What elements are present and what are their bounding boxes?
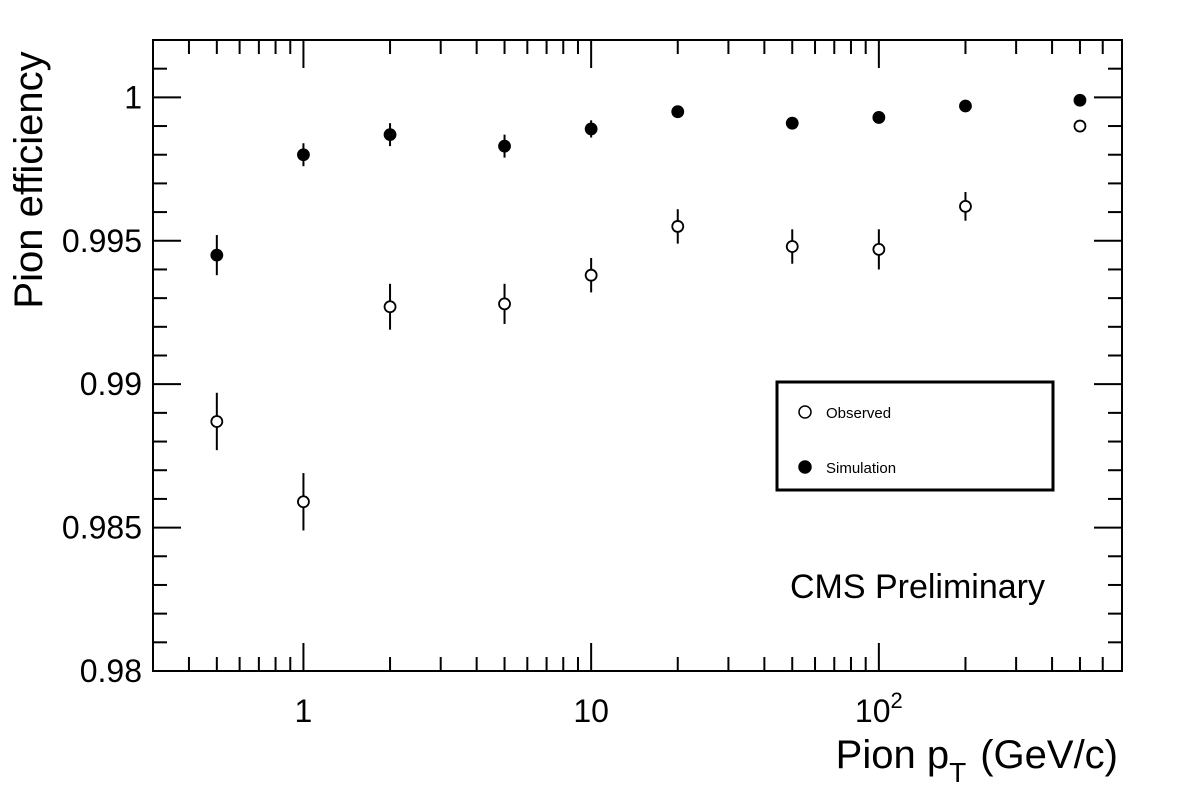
- observed-point: [872, 242, 886, 256]
- legend-box: [775, 380, 1055, 492]
- x-tick-label-base: 1: [295, 693, 313, 729]
- x-tick-label-exponent: 2: [891, 688, 903, 713]
- observed-point: [210, 415, 224, 428]
- observed-point: [498, 297, 511, 311]
- y-tick-label: 0.98: [80, 653, 142, 689]
- cms-preliminary-label: CMS Preliminary: [790, 568, 1045, 606]
- legend-label-observed: Observed: [826, 405, 891, 422]
- observed-point: [584, 268, 598, 282]
- legend-label-simulation: Simulation: [826, 460, 896, 477]
- simulation-point: [584, 122, 598, 136]
- x-axis-title-units: (GeV/c): [980, 733, 1118, 777]
- x-tick-label-base: 10: [855, 693, 891, 729]
- simulation-point: [210, 248, 224, 262]
- simulation-point: [959, 99, 972, 113]
- y-tick-label: 1: [124, 79, 142, 115]
- observed-point: [297, 495, 310, 509]
- axis-ticks-layer: [152, 39, 1123, 672]
- x-tick-label: 102: [855, 688, 903, 729]
- legend-marker-observed: [798, 405, 812, 419]
- y-axis-title: Pion efficiency: [7, 51, 51, 308]
- x-tick-label-base: 10: [573, 693, 609, 729]
- x-axis-title-main: Pion p: [836, 733, 949, 777]
- y-tick-label: 0.985: [62, 510, 142, 546]
- observed-point: [959, 199, 972, 213]
- y-tick-label: 0.99: [80, 366, 142, 402]
- x-tick-label: 10: [573, 693, 609, 729]
- observed-point: [671, 220, 685, 233]
- x-axis-title: Pion pT (GeV/c): [836, 733, 1118, 788]
- simulation-point: [498, 139, 511, 153]
- x-tick-label: 1: [295, 693, 313, 729]
- legend-marker-simulation: [798, 460, 812, 474]
- data-points-layer: [210, 93, 1087, 531]
- simulation-point: [383, 128, 397, 142]
- simulation-point: [297, 148, 310, 162]
- observed-point: [383, 300, 397, 314]
- observed-point: [1073, 119, 1087, 133]
- observed-point: [785, 240, 799, 253]
- simulation-point: [872, 111, 886, 124]
- simulation-point: [671, 105, 685, 119]
- simulation-point: [1073, 93, 1087, 107]
- y-tick-label: 0.995: [62, 223, 142, 259]
- simulation-point: [785, 116, 799, 130]
- x-axis-title-subscript: T: [949, 757, 966, 788]
- legend: Observed Simulation: [775, 380, 1055, 492]
